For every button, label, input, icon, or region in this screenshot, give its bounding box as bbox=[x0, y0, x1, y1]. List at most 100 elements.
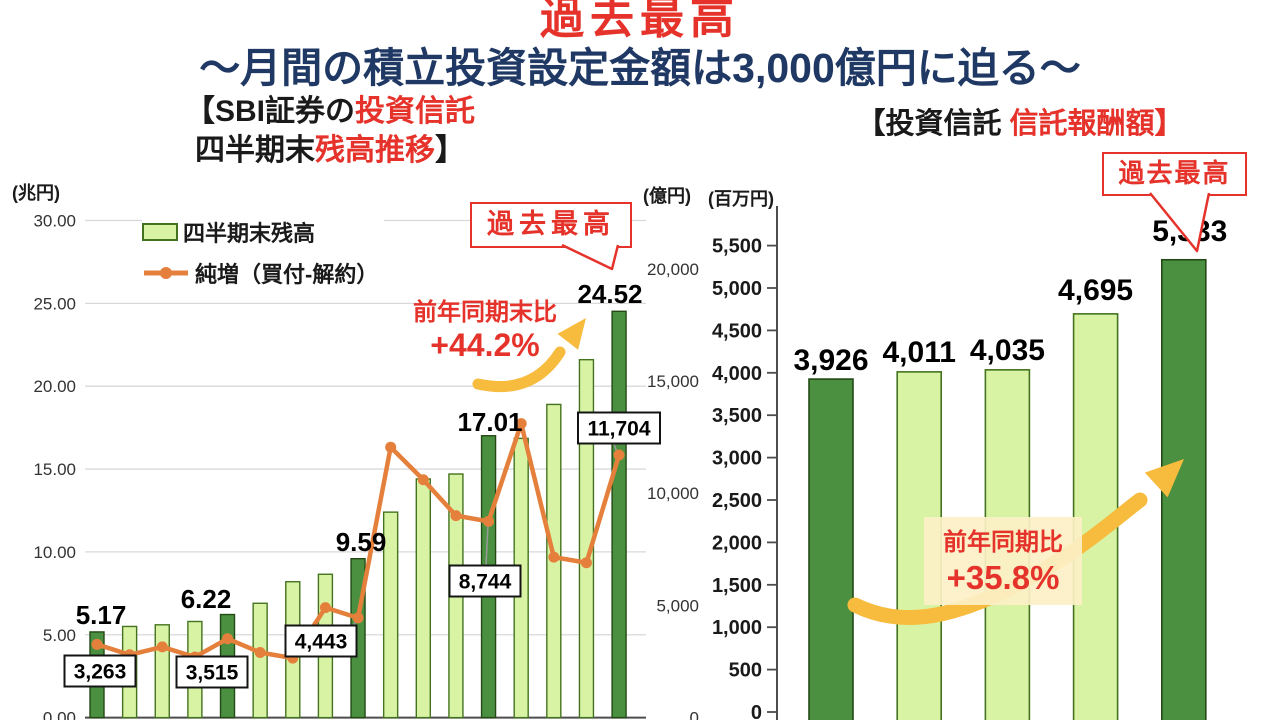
legend-line-label: 純増（買付-解約） bbox=[195, 262, 379, 287]
quarter-balance-bar bbox=[121, 625, 138, 719]
line-point bbox=[319, 602, 331, 614]
y-left-tick-label: 0.00 bbox=[43, 709, 76, 720]
line-point bbox=[450, 510, 462, 522]
yoy-annotation-left: 前年同期末比 +44.2% bbox=[400, 299, 570, 363]
line-point bbox=[385, 441, 397, 453]
yoy-right-value: +35.8% bbox=[946, 558, 1060, 596]
line-value-label: 3,515 bbox=[186, 662, 239, 685]
left-chart-title-red1: 投資信託 bbox=[355, 95, 475, 128]
line-point bbox=[124, 649, 136, 661]
label-leader-line bbox=[485, 523, 489, 567]
line-point bbox=[189, 651, 201, 663]
record-callout-left: 過去最高 bbox=[470, 202, 632, 248]
yoy-right-label: 前年同期比 bbox=[943, 529, 1063, 556]
bar-value-label: 24.52 bbox=[577, 279, 642, 309]
legend: 四半期末残高 純増（買付-解約） bbox=[142, 216, 385, 289]
yoy-left-label: 前年同期末比 bbox=[413, 299, 557, 326]
fee-value-label: 4,695 bbox=[1058, 274, 1133, 307]
bar-swatch-icon bbox=[142, 223, 178, 241]
quarter-balance-bar bbox=[382, 511, 399, 719]
yoy-left-value: +44.2% bbox=[430, 326, 540, 363]
fee-tick-label: 4,500 bbox=[712, 320, 762, 342]
y-left-tick-label: 30.00 bbox=[33, 212, 76, 231]
fee-tick-label: 2,000 bbox=[712, 532, 762, 554]
right-chart-title-red: 信託報酬額】 bbox=[1009, 108, 1184, 140]
line-point bbox=[613, 449, 625, 461]
left-chart-title-red2: 残高推移 bbox=[315, 134, 435, 167]
quarter-balance-bar bbox=[578, 358, 595, 719]
quarter-balance-bar bbox=[480, 435, 497, 719]
fee-tick-label: 5,000 bbox=[712, 278, 762, 300]
right-chart-title-black: 【投資信託 bbox=[856, 108, 1010, 140]
y-right-tick-label: 15,000 bbox=[647, 372, 699, 391]
quarter-balance-bar bbox=[513, 437, 529, 719]
quarter-balance-bar bbox=[611, 310, 627, 719]
legend-item-balance: 四半期末残高 bbox=[142, 216, 385, 248]
fee-tick-label: 2,500 bbox=[712, 490, 762, 512]
record-callout-right: 過去最高 bbox=[1102, 152, 1247, 196]
fee-tick-label: 1,500 bbox=[712, 575, 762, 597]
line-point bbox=[580, 557, 592, 569]
left-chart-title-black2: 四半期末 bbox=[195, 134, 315, 167]
callout-tail-right bbox=[1149, 192, 1211, 253]
fee-axis-unit-label: (百万円) bbox=[708, 189, 774, 209]
fee-tick-label: 500 bbox=[729, 660, 762, 682]
line-point bbox=[352, 612, 364, 624]
bar-value-label: 5.17 bbox=[76, 600, 127, 630]
line-point bbox=[91, 638, 103, 650]
line-point bbox=[417, 474, 429, 486]
fee-value-label: 4,035 bbox=[970, 334, 1045, 367]
line-value-box bbox=[63, 654, 137, 688]
right-axis-unit-label: (億円) bbox=[643, 186, 691, 206]
y-right-tick-label: 10,000 bbox=[647, 484, 699, 503]
quarter-balance-bar bbox=[415, 478, 431, 719]
quarter-balance-bar bbox=[448, 473, 464, 719]
legend-item-net-increase: 純増（買付-解約） bbox=[142, 257, 385, 289]
y-left-tick-label: 10.00 bbox=[33, 543, 76, 562]
page-subtitle: ～月間の積立投資設定金額は3,000億円に迫る～ bbox=[199, 45, 1081, 91]
quarter-balance-bar bbox=[350, 557, 366, 719]
y-right-tick-label: 20,000 bbox=[647, 260, 699, 279]
line-point bbox=[548, 551, 560, 563]
line-point bbox=[254, 647, 266, 659]
yoy-annotation-right: 前年同期比 +35.8% bbox=[924, 517, 1082, 605]
line-point bbox=[156, 641, 168, 653]
line-value-label: 3,263 bbox=[74, 661, 127, 684]
line-point bbox=[515, 418, 527, 430]
line-value-box bbox=[448, 564, 522, 598]
line-value-label: 11,704 bbox=[587, 418, 650, 441]
left-chart-title-black1: 【SBI証券の bbox=[184, 95, 355, 128]
label-leader-line bbox=[613, 443, 619, 456]
y-left-tick-label: 25.00 bbox=[33, 294, 76, 313]
quarter-balance-bar bbox=[187, 620, 203, 719]
left-axis-unit-label: (兆円) bbox=[12, 183, 60, 203]
fee-value-label: 4,011 bbox=[882, 336, 955, 369]
y-left-tick-label: 5.00 bbox=[43, 626, 76, 645]
y-right-tick-label: 0 bbox=[690, 709, 699, 720]
fee-value-label: 5,333 bbox=[1152, 215, 1227, 248]
bar-value-label: 9.59 bbox=[336, 527, 387, 557]
line-value-box bbox=[175, 655, 249, 689]
quarter-balance-bar bbox=[252, 602, 268, 719]
quarter-balance-bar bbox=[219, 613, 236, 719]
callout-tail-left bbox=[561, 243, 620, 271]
line-value-label: 8,744 bbox=[459, 571, 512, 594]
bar-value-label: 6.22 bbox=[181, 584, 232, 614]
fee-tick-label: 3,500 bbox=[712, 405, 762, 427]
fee-tick-label: 3,000 bbox=[712, 448, 762, 470]
line-point bbox=[222, 633, 234, 645]
fee-value-label: 3,926 bbox=[793, 344, 868, 377]
fee-tick-label: 5,500 bbox=[712, 236, 762, 258]
quarter-balance-bar bbox=[317, 573, 334, 719]
net-increase-line bbox=[94, 421, 622, 661]
fee-tick-label: 4,000 bbox=[712, 363, 762, 385]
line-value-box bbox=[284, 624, 358, 658]
fee-bar bbox=[808, 378, 854, 720]
y-left-tick-label: 15.00 bbox=[33, 460, 76, 479]
line-point bbox=[287, 652, 299, 664]
quarter-balance-bar bbox=[89, 631, 105, 719]
quarter-balance-bar bbox=[546, 403, 562, 719]
label-leader-line bbox=[349, 619, 358, 631]
line-point bbox=[483, 515, 495, 527]
